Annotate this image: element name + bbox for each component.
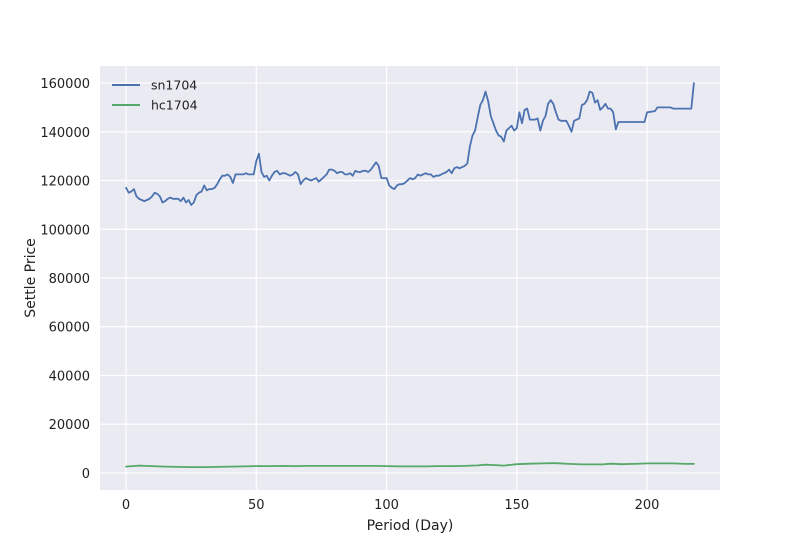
y-tick-label: 60000 xyxy=(49,321,90,336)
legend: sn1704 hc1704 xyxy=(112,78,198,113)
y-tick-label: 80000 xyxy=(49,272,90,287)
x-tick-label: 50 xyxy=(248,498,265,513)
y-tick-label: 140000 xyxy=(40,126,90,141)
y-tick-label: 120000 xyxy=(40,175,90,190)
series-line-sn1704 xyxy=(125,82,695,206)
y-tick-label: 40000 xyxy=(49,369,90,384)
x-tick-label: 150 xyxy=(504,498,529,513)
y-tick-label: 0 xyxy=(82,467,90,482)
y-tick-label: 20000 xyxy=(49,418,90,433)
x-tick-label: 100 xyxy=(374,498,399,513)
x-tick-label: 200 xyxy=(635,498,660,513)
y-tick-label: 160000 xyxy=(40,77,90,92)
series-line-hc1704 xyxy=(125,462,695,469)
x-axis-title: Period (Day) xyxy=(367,518,454,534)
tick-labels: 0 50 100 150 200 0 20000 40000 60000 80000 100000 1… xyxy=(40,77,659,513)
legend-label-sn1704: sn1704 xyxy=(151,78,197,93)
y-tick-label: 100000 xyxy=(40,223,90,238)
y-axis-title: Settle Price xyxy=(23,238,39,318)
series-lines xyxy=(125,82,695,469)
x-tick-label: 0 xyxy=(122,498,130,513)
grid xyxy=(100,66,720,490)
legend-label-hc1704: hc1704 xyxy=(151,98,198,113)
